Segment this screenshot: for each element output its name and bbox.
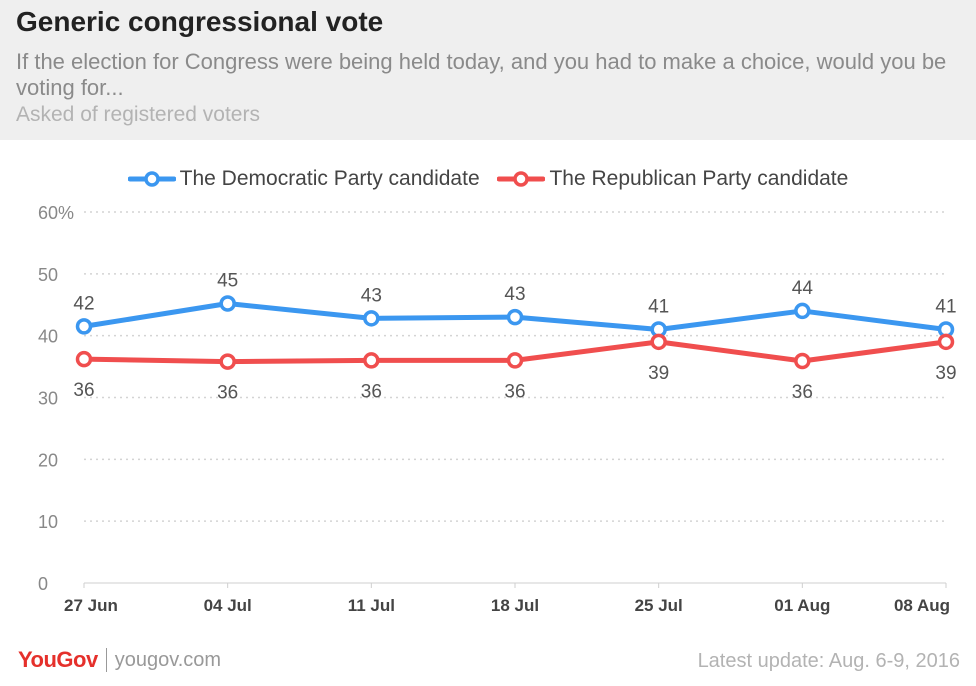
data-point (794, 352, 811, 370)
data-label: 44 (792, 278, 814, 299)
legend-item-republican[interactable]: The Republican Party candidate (497, 167, 848, 191)
data-label: 36 (217, 383, 238, 404)
data-label: 36 (792, 382, 813, 403)
data-point (506, 308, 524, 326)
legend-swatch-democratic (127, 171, 176, 187)
yougov-logo[interactable]: YouGov (18, 647, 98, 672)
data-point (794, 302, 811, 320)
x-tick-label: 18 Jul (491, 596, 539, 615)
x-tick-label: 04 Jul (204, 596, 252, 615)
y-tick-label: 0 (38, 574, 48, 594)
data-point (219, 353, 236, 370)
legend-swatch-republican (497, 171, 546, 187)
data-point (650, 333, 667, 351)
site-link[interactable]: yougov.com (114, 648, 222, 671)
y-tick-label: 10 (38, 512, 58, 532)
chart-subtitle: If the election for Congress were being … (16, 49, 947, 100)
data-label: 41 (935, 296, 956, 317)
y-tick-label: 60% (38, 203, 74, 223)
legend-label-democratic: The Democratic Party candidate (179, 167, 480, 190)
x-tick-label: 11 Jul (348, 596, 395, 615)
chart-note: Asked of registered voters (16, 103, 260, 126)
data-label: 39 (935, 363, 956, 384)
data-point (75, 318, 93, 335)
legend: The Democratic Party candidate The Repub… (0, 167, 976, 195)
y-tick-label: 20 (38, 450, 58, 470)
data-point (363, 352, 380, 369)
data-label: 41 (648, 296, 669, 317)
brand-divider (105, 648, 107, 672)
chart-title: Generic congressional vote (16, 6, 384, 37)
data-point (75, 350, 93, 368)
x-tick-label: 25 Jul (635, 596, 683, 615)
data-label: 39 (648, 363, 669, 384)
data-label: 36 (73, 380, 94, 401)
data-point (506, 352, 524, 369)
header: Generic congressional vote If the electi… (0, 0, 976, 140)
x-tick-label: 08 Aug (894, 596, 950, 615)
x-tick-label: 01 Aug (774, 596, 830, 615)
y-tick-label: 30 (38, 389, 58, 409)
data-label: 43 (361, 285, 382, 306)
legend-label-republican: The Republican Party candidate (549, 167, 849, 190)
latest-update: Latest update: Aug. 6-9, 2016 (697, 650, 960, 672)
y-tick-label: 40 (38, 327, 58, 347)
data-point (363, 310, 380, 327)
data-point (219, 295, 236, 312)
data-label: 45 (217, 271, 238, 292)
y-tick-label: 50 (38, 265, 58, 285)
data-label: 42 (73, 293, 94, 314)
data-label: 36 (361, 381, 382, 402)
data-label: 43 (504, 284, 525, 305)
legend-item-democratic[interactable]: The Democratic Party candidate (127, 167, 480, 191)
x-tick-label: 27 Jun (64, 596, 118, 615)
data-point (937, 333, 955, 351)
data-label: 36 (504, 381, 525, 402)
footer-brand: YouGov yougov.com (18, 647, 221, 673)
